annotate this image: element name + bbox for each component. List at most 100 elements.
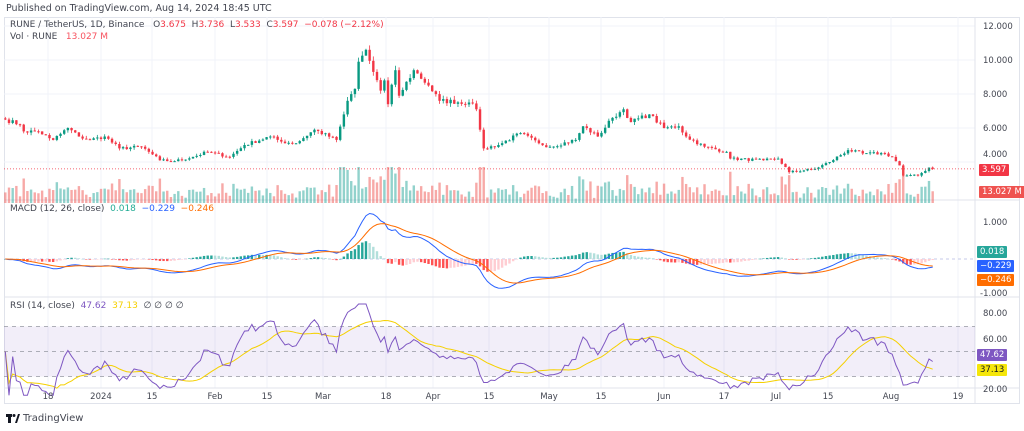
macd-hist-bar: [776, 257, 780, 259]
volume-bar: [423, 191, 427, 203]
volume-bar: [162, 191, 165, 203]
volume-bars: [4, 167, 934, 203]
volume-bar: [7, 187, 11, 203]
macd-hist-bar: [578, 254, 581, 259]
candle-body: [276, 136, 279, 140]
candle-body: [732, 157, 736, 159]
macd-hist-bar: [526, 256, 530, 259]
macd-hist-bar: [180, 259, 184, 260]
volume-bar: [158, 178, 162, 203]
macd-hist-bar: [927, 259, 931, 261]
price-tick: 4.000: [983, 150, 1008, 160]
time-label: 2024: [90, 392, 112, 402]
candle-body: [29, 130, 33, 133]
candle-body: [265, 137, 268, 140]
candle-body: [659, 122, 662, 124]
volume-bar: [121, 189, 125, 203]
rsi-label[interactable]: RSI (14, close): [10, 301, 75, 311]
macd-hist-bar: [629, 255, 633, 259]
macd-hist-bar: [70, 257, 73, 259]
symbol-title[interactable]: RUNE / TetherUS, 1D, Binance: [10, 20, 145, 30]
volume-label[interactable]: Vol · RUNE: [10, 32, 58, 42]
volume-bar: [622, 190, 625, 203]
volume-bar: [607, 181, 611, 203]
macd-hist-bar: [883, 258, 887, 259]
candle-body: [88, 139, 92, 141]
volume-bar: [817, 189, 820, 203]
candle-body: [758, 158, 761, 160]
candle-body: [894, 156, 898, 162]
time-label: 15: [261, 392, 273, 402]
macd-hist-bar: [37, 259, 40, 262]
volume-legend: Vol · RUNE 13.027 M: [10, 32, 108, 42]
macd-hist-bar: [254, 254, 257, 259]
macd-hist-bar: [383, 258, 386, 259]
macd-hist-bar: [364, 241, 368, 259]
volume-bar: [578, 176, 581, 203]
macd-hist-bar: [670, 259, 673, 263]
candle-body: [272, 136, 276, 138]
macd-hist-bar: [508, 259, 511, 264]
candle-body: [673, 126, 677, 128]
tradingview-logo[interactable]: TradingView: [6, 413, 83, 424]
macd-hist-bar: [339, 258, 342, 260]
candle-body: [250, 141, 254, 145]
macd-hist-bar: [688, 259, 691, 265]
macd-hist-bar: [585, 252, 588, 259]
candle-body: [375, 71, 379, 81]
volume-bar: [732, 195, 736, 203]
candle-body: [570, 140, 574, 143]
rsi-ma-badge: 37.13: [977, 364, 1008, 376]
macd-label[interactable]: MACD (12, 26, close): [10, 204, 105, 214]
candle-body: [626, 109, 629, 118]
volume-bar: [85, 194, 88, 203]
macd-hist-bar: [431, 259, 434, 266]
candle-body: [298, 141, 301, 144]
candle-body: [327, 133, 331, 137]
macd-hist-bar: [195, 257, 198, 259]
candle-body: [81, 136, 84, 139]
volume-bar: [743, 193, 747, 203]
volume-bar: [651, 193, 655, 203]
macd-hist-bar: [541, 257, 544, 259]
volume-bar: [721, 195, 725, 203]
volume-bar: [677, 189, 680, 203]
candle-body: [70, 128, 73, 131]
candle-body: [151, 151, 154, 155]
rsi-legend: RSI (14, close) 47.62 37.13 ∅ ∅ ∅ ∅: [10, 301, 184, 311]
candle-body: [33, 130, 36, 132]
candle-body: [294, 143, 298, 145]
macd-hist-bar: [740, 259, 743, 262]
volume-bar: [339, 167, 342, 203]
volume-bar: [773, 193, 776, 203]
macd-hist-bar: [846, 253, 850, 259]
macd-hist-bar: [283, 258, 287, 259]
volume-bar: [821, 187, 824, 203]
candle-body: [813, 168, 817, 170]
volume-bar: [147, 185, 151, 203]
macd-hist-bar: [96, 259, 99, 260]
macd-hist-bar: [861, 254, 864, 259]
candle-body: [662, 122, 666, 128]
candle-body: [224, 156, 228, 158]
macd-hist-bar: [475, 259, 478, 264]
close-label: C: [266, 20, 273, 30]
rsi-tick: 60.00: [983, 335, 1008, 345]
macd-hist-bar: [839, 253, 842, 259]
volume-bar: [891, 192, 894, 203]
volume-bar: [132, 189, 136, 203]
candle-body: [37, 131, 40, 133]
macd-hist-bar: [107, 258, 110, 260]
macd-hist-bar: [199, 256, 202, 259]
volume-bar: [684, 183, 688, 203]
macd-hist-bar: [232, 257, 235, 259]
volume-bar: [780, 176, 783, 203]
volume-bar: [247, 192, 250, 203]
volume-bar: [765, 187, 769, 203]
macd-hist-bar: [762, 258, 765, 259]
volume-bar: [408, 190, 412, 203]
volume-bar: [931, 191, 934, 203]
macd-hist-bar: [445, 259, 449, 269]
last-volume-badge: 13.027 M: [979, 186, 1024, 198]
